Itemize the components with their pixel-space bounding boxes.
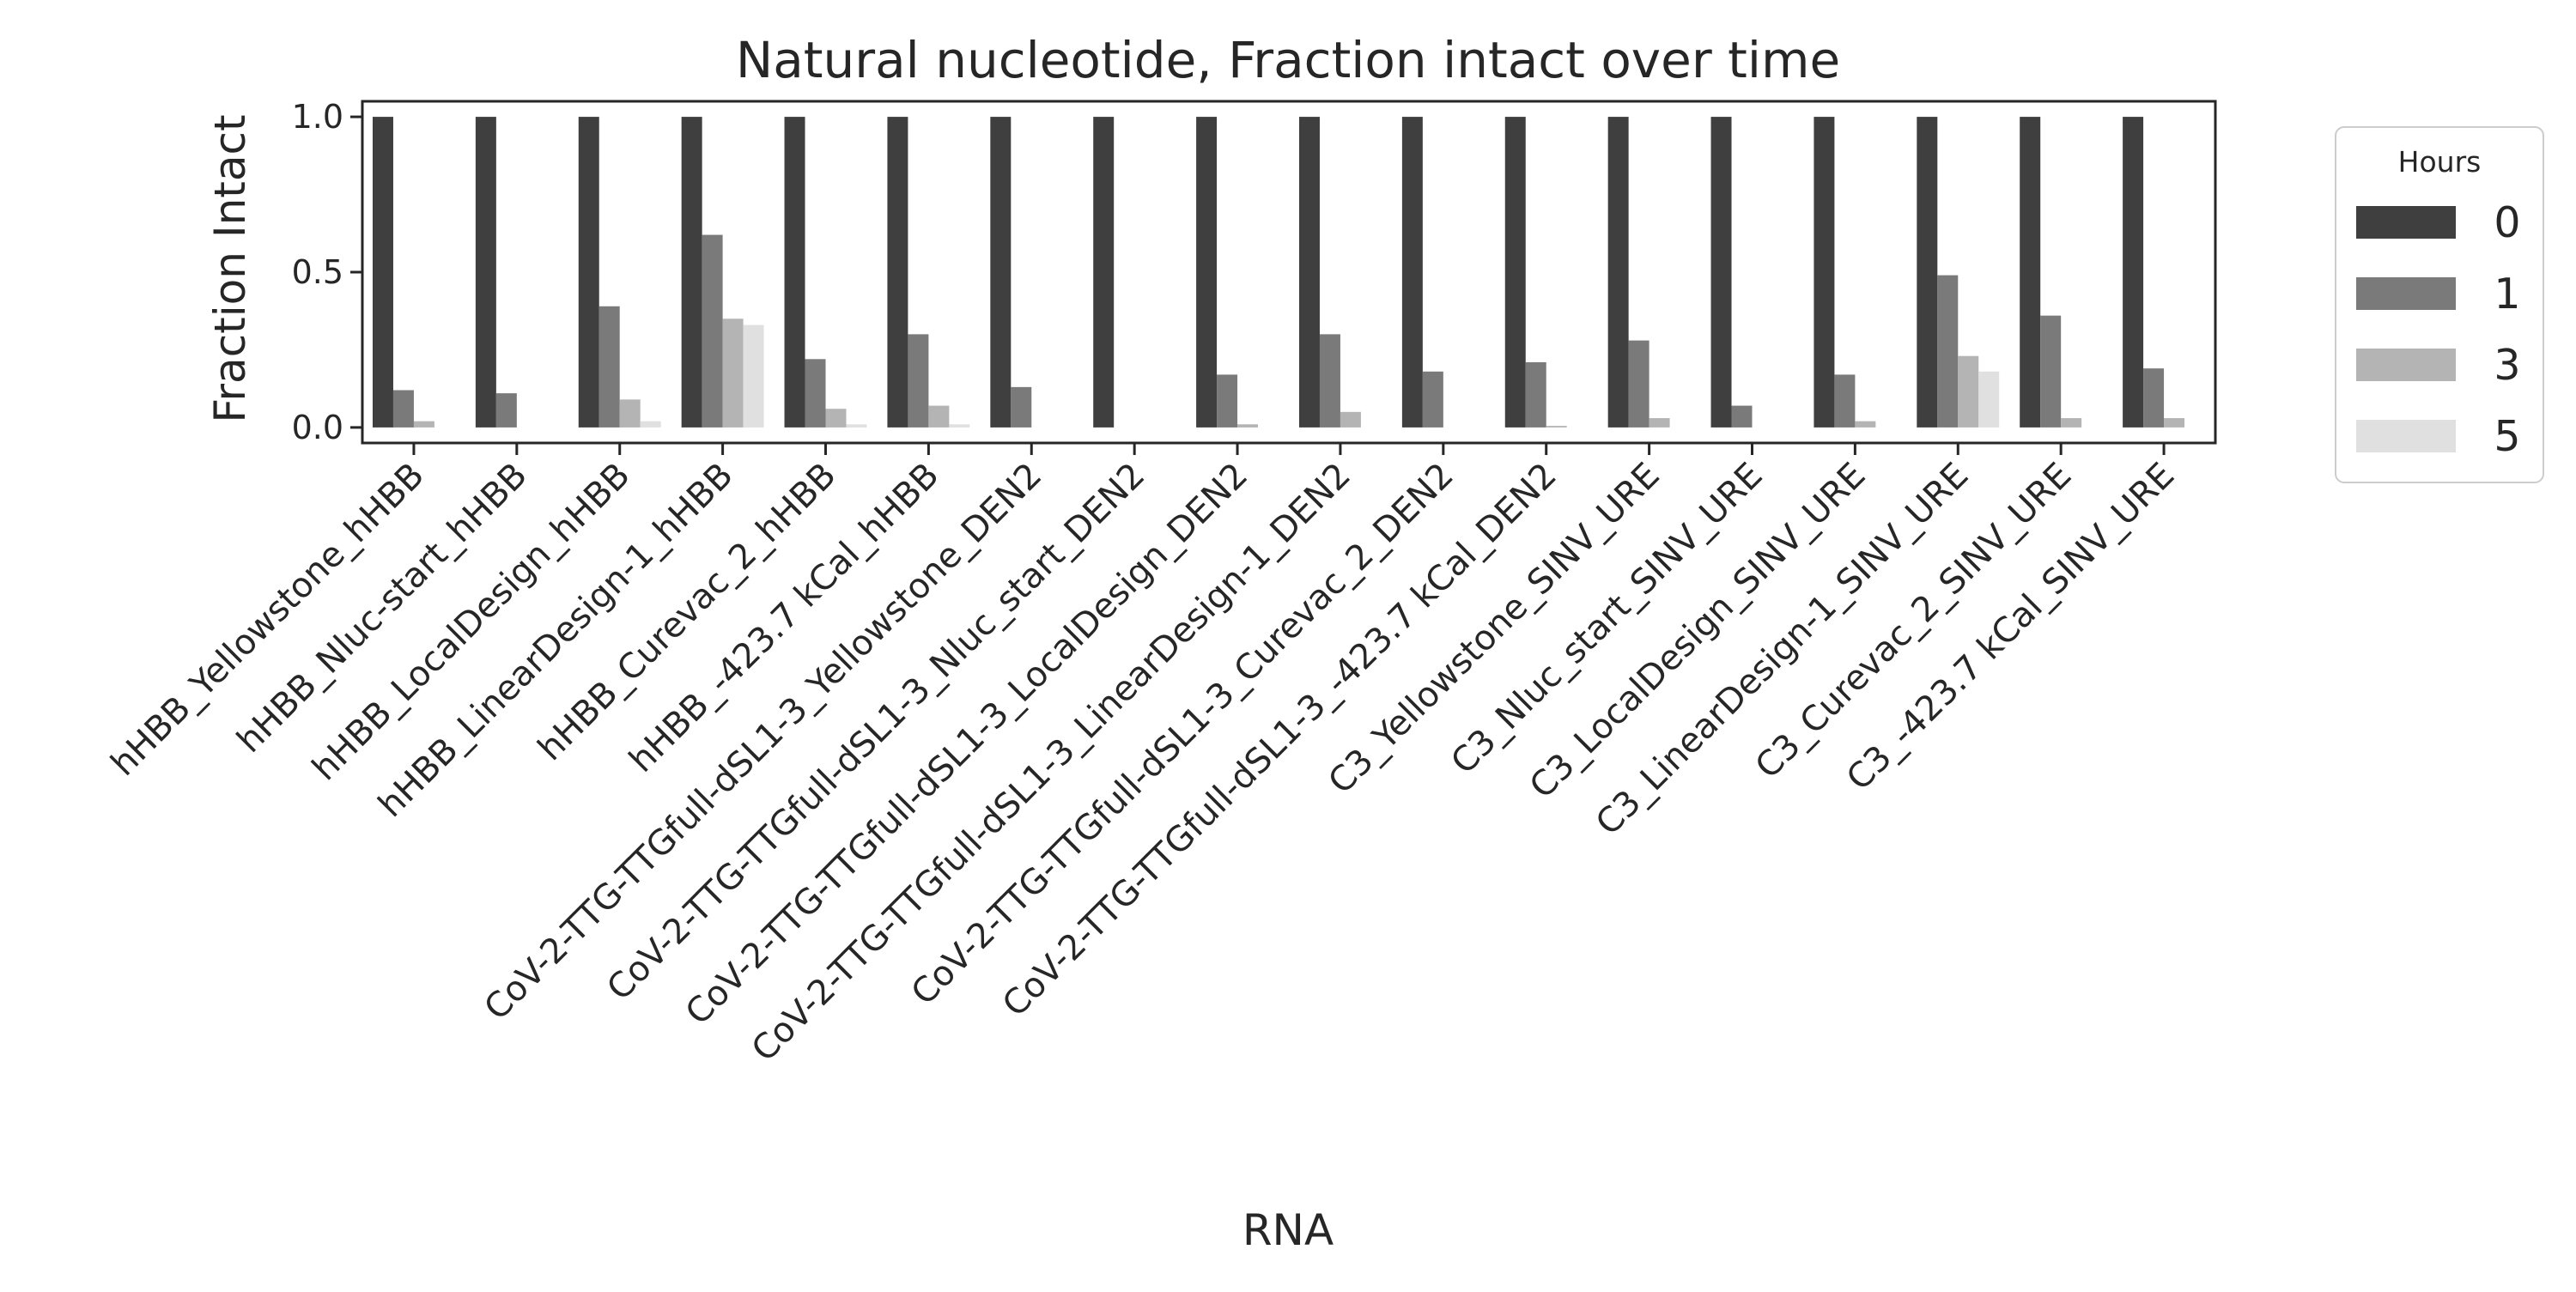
bar-3h-17 (2061, 418, 2082, 428)
bar-0h-14 (1710, 117, 1732, 428)
bar-0h-13 (1607, 117, 1629, 428)
bar-1h-1 (392, 390, 414, 428)
y-tick-label: 0.0 (292, 409, 343, 446)
bar-3h-9 (1237, 424, 1259, 428)
bar-5h-4 (743, 325, 764, 428)
legend-swatch-3 (2356, 349, 2456, 381)
bar-1h-12 (1525, 361, 1546, 428)
chart-title: Natural nucleotide, Fraction intact over… (736, 31, 1840, 89)
bar-1h-18 (2143, 368, 2165, 428)
bar-0h-1 (372, 117, 393, 428)
y-tick-label: 0.5 (292, 253, 343, 291)
bar-3h-12 (1546, 426, 1567, 428)
bar-1h-17 (2040, 315, 2062, 428)
bar-0h-5 (784, 117, 805, 428)
bar-5h-16 (1978, 371, 2000, 428)
bar-1h-10 (1319, 334, 1340, 428)
axes-layer: 0.00.51.0hHBB_Yellowstone_hHBBhHBB_Nluc-… (104, 98, 2217, 1070)
bar-1h-16 (1937, 275, 1959, 428)
legend-swatch-5 (2356, 420, 2456, 452)
bar-3h-5 (825, 409, 847, 428)
legend-label-0: 0 (2494, 198, 2520, 247)
legend-label-3: 3 (2494, 341, 2520, 390)
bar-0h-2 (475, 117, 496, 428)
bar-3h-4 (722, 318, 744, 428)
legend: Hours 0 1 3 5 (2335, 126, 2544, 483)
bar-3h-15 (1855, 421, 1876, 428)
legend-title: Hours (2398, 145, 2482, 179)
bar-3h-3 (619, 399, 641, 428)
bar-3h-13 (1649, 418, 1670, 428)
bar-0h-11 (1401, 117, 1423, 428)
bar-0h-6 (887, 117, 908, 428)
bar-3h-18 (2164, 418, 2185, 428)
legend-swatch-0 (2356, 206, 2456, 239)
bar-1h-2 (495, 393, 517, 428)
bar-0h-3 (578, 117, 599, 428)
bar-1h-6 (908, 334, 929, 428)
bar-0h-15 (1814, 117, 1835, 428)
bar-0h-17 (2020, 117, 2041, 428)
bar-0h-12 (1504, 117, 1526, 428)
bar-3h-10 (1340, 411, 1361, 428)
bar-5h-3 (640, 421, 661, 428)
bar-5h-5 (846, 424, 867, 428)
bar-0h-8 (1093, 117, 1115, 428)
legend-label-5: 5 (2494, 412, 2520, 461)
bar-1h-14 (1731, 405, 1753, 428)
bar-0h-9 (1196, 117, 1218, 428)
bar-1h-3 (598, 306, 620, 428)
x-tick-label: C3_LinearDesign-1_SINV_URE (1589, 456, 1976, 843)
bar-1h-5 (805, 359, 826, 428)
y-axis-label: Fraction Intact (205, 114, 255, 422)
bar-0h-4 (681, 117, 702, 428)
bar-1h-7 (1011, 386, 1032, 428)
bar-5h-6 (949, 424, 970, 428)
bar-0h-7 (990, 117, 1012, 428)
bar-3h-1 (413, 421, 434, 428)
legend-swatch-1 (2356, 277, 2456, 310)
legend-label-1: 1 (2494, 270, 2520, 318)
bar-1h-15 (1834, 374, 1856, 428)
x-axis-label: RNA (1242, 1205, 1334, 1255)
bar-1h-4 (702, 234, 723, 428)
y-tick-label: 1.0 (292, 98, 343, 136)
bar-0h-16 (1917, 117, 1938, 428)
bar-1h-11 (1422, 371, 1443, 428)
bar-1h-13 (1628, 340, 1649, 428)
bar-3h-16 (1958, 355, 1979, 428)
bar-3h-6 (928, 405, 950, 428)
bar-0h-18 (2123, 117, 2144, 428)
bar-0h-10 (1298, 117, 1320, 428)
bar-1h-9 (1217, 374, 1238, 428)
bars-layer (372, 117, 2185, 428)
